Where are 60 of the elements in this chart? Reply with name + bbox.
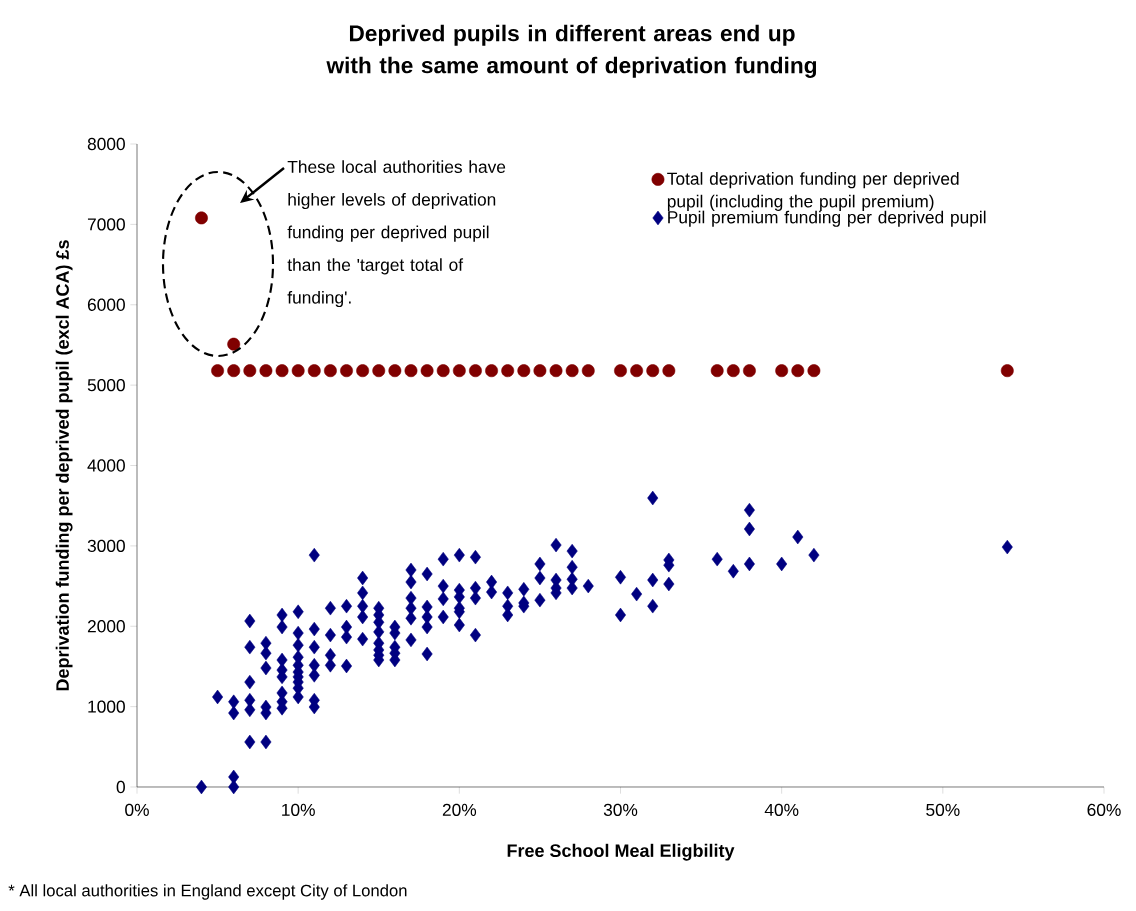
point [549,364,563,378]
point [243,364,257,378]
y-tick-label: 6000 [87,298,125,311]
point [388,364,402,378]
point [372,364,386,378]
x-tick-label: 10% [282,803,315,816]
point [1000,364,1014,378]
chart-title: Deprived pupils in different areas end up with the same amount of deprivation funding [326,24,817,78]
y-tick-label: 0 [116,780,125,794]
legend-label: Total deprivation funding per deprived pupil (including the pupil premium) [667,172,959,211]
y-tick-label: 7000 [87,218,125,231]
point [275,364,289,378]
point [614,364,627,378]
annotation: These local authorities have higher levels of deprivation funding per deprived pupil than the 'target total of funding'. [287,160,506,308]
point [436,364,450,378]
y-tick-label: 2000 [87,620,125,633]
point [533,364,547,378]
x-tick-label: 60% [1087,803,1121,816]
point [340,364,353,378]
x-axis-title: Free School Meal Eligbility [507,843,735,861]
point [565,364,579,378]
point [743,364,756,378]
x-tick-label: 50% [926,803,960,816]
point [420,364,434,378]
y-tick-label: 3000 [87,539,125,553]
point [791,364,805,378]
point [227,364,241,378]
y-axis-title: Deprivation funding per deprived pupil (excl ACA) £s [55,240,73,691]
point [581,364,595,378]
point [485,364,498,378]
point [646,364,660,378]
point [195,211,208,225]
point [291,364,305,378]
y-tick-label: 5000 [87,378,125,392]
y-tick-label: 4000 [87,459,125,472]
point [726,364,740,378]
point [452,364,466,378]
y-tick-label: 8000 [87,137,125,151]
point [775,364,789,378]
point [324,364,337,378]
point [630,364,644,378]
point [227,337,241,351]
point [517,364,531,378]
x-tick-label: 20% [442,803,477,816]
x-tick-label: 40% [764,803,799,816]
point [259,364,273,378]
y-tick-label: 1000 [88,700,125,713]
point [662,364,676,378]
point [211,364,224,378]
point [807,364,821,378]
point [404,364,418,378]
point [307,364,321,378]
point [356,364,370,378]
x-tick-label: 30% [603,803,638,816]
x-tick-label: 0% [125,803,149,816]
point [710,364,724,378]
point [469,364,482,378]
legend-label: Pupil premium funding per deprived pupil [668,210,986,227]
point [501,364,515,378]
text: * All local authorities in England except City of London [8,884,407,900]
